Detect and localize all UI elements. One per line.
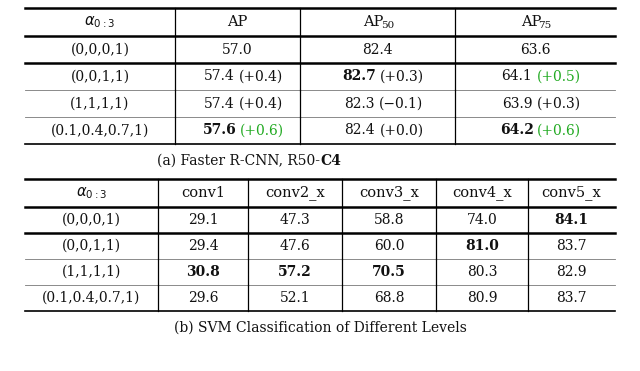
Text: 47.3: 47.3 bbox=[280, 213, 310, 227]
Text: 63.6: 63.6 bbox=[520, 43, 550, 56]
Text: (0,0,0,1): (0,0,0,1) bbox=[62, 213, 121, 227]
Text: (+0.6): (+0.6) bbox=[239, 124, 284, 138]
Text: 82.7: 82.7 bbox=[342, 69, 376, 83]
Text: (+0.0): (+0.0) bbox=[380, 124, 424, 138]
Text: 70.5: 70.5 bbox=[372, 265, 406, 279]
Text: (+0.3): (+0.3) bbox=[537, 96, 581, 111]
Text: 75: 75 bbox=[538, 20, 552, 30]
Text: conv4_x: conv4_x bbox=[452, 186, 512, 200]
Text: 50: 50 bbox=[381, 20, 394, 30]
Text: 83.7: 83.7 bbox=[556, 291, 587, 305]
Text: 60.0: 60.0 bbox=[374, 239, 404, 253]
Text: 82.4: 82.4 bbox=[344, 124, 375, 138]
Text: conv3_x: conv3_x bbox=[359, 186, 419, 200]
Text: 64.2: 64.2 bbox=[500, 124, 534, 138]
Text: 57.0: 57.0 bbox=[222, 43, 253, 56]
Text: (+0.3): (+0.3) bbox=[380, 69, 424, 83]
Text: 58.8: 58.8 bbox=[374, 213, 404, 227]
Text: 82.9: 82.9 bbox=[556, 265, 587, 279]
Text: conv1: conv1 bbox=[181, 186, 225, 200]
Text: (b) SVM Classification of Different Levels: (b) SVM Classification of Different Leve… bbox=[173, 321, 467, 335]
Text: 29.6: 29.6 bbox=[188, 291, 218, 305]
Text: $\alpha_{0:3}$: $\alpha_{0:3}$ bbox=[84, 14, 116, 30]
Text: (+0.4): (+0.4) bbox=[239, 69, 284, 83]
Text: 81.0: 81.0 bbox=[465, 239, 499, 253]
Text: AP: AP bbox=[521, 15, 541, 29]
Text: (+0.6): (+0.6) bbox=[537, 124, 581, 138]
Text: 57.6: 57.6 bbox=[203, 124, 236, 138]
Text: AP: AP bbox=[227, 15, 248, 29]
Text: (0.1,0.4,0.7,1): (0.1,0.4,0.7,1) bbox=[42, 291, 141, 305]
Text: (+0.5): (+0.5) bbox=[537, 69, 581, 83]
Text: (0,0,0,1): (0,0,0,1) bbox=[70, 43, 129, 56]
Text: 29.1: 29.1 bbox=[188, 213, 218, 227]
Text: 47.6: 47.6 bbox=[280, 239, 310, 253]
Text: (1,1,1,1): (1,1,1,1) bbox=[70, 96, 130, 111]
Text: C4: C4 bbox=[320, 154, 341, 168]
Text: 57.4: 57.4 bbox=[204, 96, 235, 111]
Text: 57.4: 57.4 bbox=[204, 69, 235, 83]
Text: 63.9: 63.9 bbox=[502, 96, 532, 111]
Text: (−0.1): (−0.1) bbox=[380, 96, 424, 111]
Text: 30.8: 30.8 bbox=[186, 265, 220, 279]
Text: 68.8: 68.8 bbox=[374, 291, 404, 305]
Text: 80.9: 80.9 bbox=[467, 291, 497, 305]
Text: (0,0,1,1): (0,0,1,1) bbox=[62, 239, 121, 253]
Text: 57.2: 57.2 bbox=[278, 265, 312, 279]
Text: 83.7: 83.7 bbox=[556, 239, 587, 253]
Text: (0.1,0.4,0.7,1): (0.1,0.4,0.7,1) bbox=[51, 124, 149, 138]
Text: 74.0: 74.0 bbox=[467, 213, 497, 227]
Text: conv5_x: conv5_x bbox=[541, 186, 602, 200]
Text: (0,0,1,1): (0,0,1,1) bbox=[70, 69, 129, 83]
Text: 80.3: 80.3 bbox=[467, 265, 497, 279]
Text: (a) Faster R-CNN, R50-: (a) Faster R-CNN, R50- bbox=[157, 154, 320, 168]
Text: 29.4: 29.4 bbox=[188, 239, 218, 253]
Text: 52.1: 52.1 bbox=[280, 291, 310, 305]
Text: (+0.4): (+0.4) bbox=[239, 96, 284, 111]
Text: AP: AP bbox=[364, 15, 384, 29]
Text: 82.4: 82.4 bbox=[362, 43, 393, 56]
Text: $\alpha_{0:3}$: $\alpha_{0:3}$ bbox=[76, 185, 107, 201]
Text: 64.1: 64.1 bbox=[502, 69, 532, 83]
Text: conv2_x: conv2_x bbox=[265, 186, 325, 200]
Text: (1,1,1,1): (1,1,1,1) bbox=[62, 265, 121, 279]
Text: 84.1: 84.1 bbox=[554, 213, 589, 227]
Text: 82.3: 82.3 bbox=[344, 96, 375, 111]
